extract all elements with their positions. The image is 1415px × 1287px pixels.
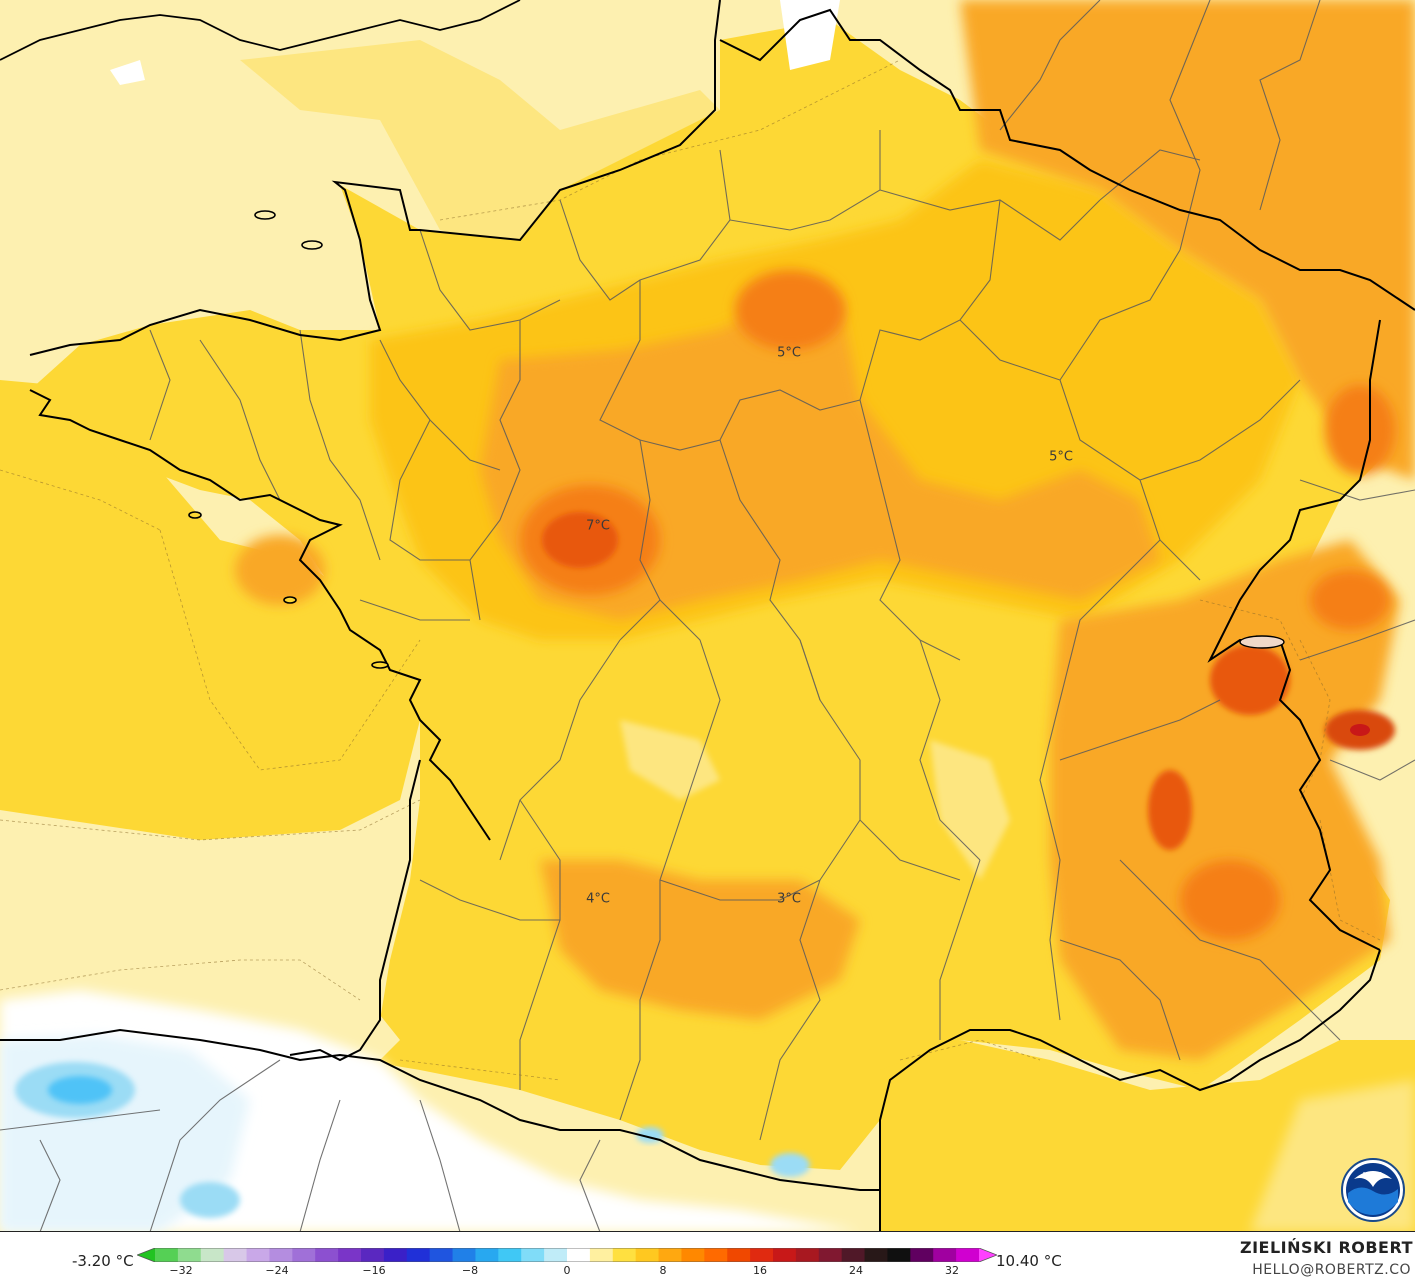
hotspot-paris xyxy=(735,270,845,350)
color-scale-swatch xyxy=(910,1248,934,1262)
islands xyxy=(188,210,389,669)
color-scale-ticks: −32 −24 −16 −8 0 8 16 24 32 xyxy=(0,1264,1415,1284)
color-scale-swatch xyxy=(818,1248,843,1262)
hotspot-jura xyxy=(1310,570,1390,630)
color-scale-swatch xyxy=(773,1248,797,1262)
tick-label: 24 xyxy=(849,1264,863,1277)
color-scale-swatch xyxy=(658,1248,682,1262)
color-scale-swatch xyxy=(246,1248,270,1262)
temp-label-east: 5°C xyxy=(1049,449,1073,465)
color-scale-swatch xyxy=(429,1248,454,1262)
hotspot-alps-core xyxy=(1350,724,1370,736)
color-scale-swatch xyxy=(589,1248,614,1262)
color-scale-swatch xyxy=(704,1248,728,1262)
color-scale-swatch xyxy=(887,1248,911,1262)
tick-label: 0 xyxy=(563,1264,571,1277)
temp-label-south: 3°C xyxy=(777,891,801,907)
color-scale-swatch xyxy=(544,1248,568,1262)
tick-label: −24 xyxy=(265,1264,289,1277)
hotspot-provence xyxy=(1180,860,1280,940)
color-scale-swatch xyxy=(452,1248,476,1262)
channel-white-patch xyxy=(110,60,145,85)
color-scale-swatch xyxy=(177,1248,202,1262)
coldspot-spain-west-core xyxy=(48,1076,112,1104)
hotspot-geneva xyxy=(1210,645,1290,715)
uk-coast xyxy=(0,0,521,61)
color-scale-min-arrow xyxy=(137,1248,155,1262)
switzerland-lake xyxy=(1239,635,1285,649)
atlantic-yellow-zone xyxy=(0,380,420,840)
north-pale-patch xyxy=(780,0,840,70)
color-scale-swatch xyxy=(612,1248,637,1262)
color-scale-swatch xyxy=(475,1248,499,1262)
color-scale-swatch xyxy=(338,1248,362,1262)
color-scale-swatch xyxy=(841,1248,866,1262)
color-scale-swatch xyxy=(315,1248,339,1262)
color-scale-swatch xyxy=(292,1248,316,1262)
temperature-map: 5°C 5°C 7°C 4°C 3°C NOAA xyxy=(0,0,1415,1232)
hotspot-center-west-core xyxy=(542,512,618,568)
color-scale-swatch xyxy=(567,1248,591,1262)
noaa-logo-icon: NOAA xyxy=(1341,1158,1405,1222)
temp-label-center: 7°C xyxy=(586,518,610,534)
legend-bar: -3.20 °C 10.40 °C −32 −24 −16 −8 0 8 16 … xyxy=(0,1232,1415,1287)
color-scale-swatch xyxy=(933,1248,957,1262)
author-email: HELLO@ROBERTZ.CO xyxy=(1252,1262,1411,1278)
tick-label: −32 xyxy=(169,1264,193,1277)
cool-zone-alps-west xyxy=(930,740,1010,880)
tick-label: −8 xyxy=(461,1264,479,1277)
map-canvas xyxy=(0,0,1415,1232)
department-borders xyxy=(0,0,1415,1232)
heat-zone-east xyxy=(1050,540,1400,1060)
coldspot-pyrenees xyxy=(770,1153,810,1177)
color-scale-swatch xyxy=(795,1248,820,1262)
contour-lines xyxy=(0,59,1381,1081)
map-bottom-border xyxy=(0,1231,1415,1232)
hotspot-east-border xyxy=(1325,385,1395,475)
coastlines xyxy=(0,0,1415,1232)
tick-label: 32 xyxy=(945,1264,959,1277)
color-scale-swatch xyxy=(498,1248,522,1262)
heat-zone-northeast xyxy=(960,0,1415,480)
color-scale-swatch xyxy=(383,1248,408,1262)
legend-min-value: -3.20 °C xyxy=(72,1252,134,1270)
tick-label: 16 xyxy=(753,1264,767,1277)
color-scale xyxy=(137,1248,997,1262)
tick-label: 8 xyxy=(659,1264,667,1277)
hotspot-west-coast xyxy=(235,535,325,605)
tick-label: −16 xyxy=(362,1264,386,1277)
color-scale-swatch xyxy=(223,1248,248,1262)
hotspot-rhone xyxy=(1148,770,1192,850)
temp-label-southwest: 4°C xyxy=(586,891,610,907)
color-scale-swatch xyxy=(406,1248,431,1262)
cool-zone-massif xyxy=(620,720,720,800)
color-scale-swatch xyxy=(521,1248,545,1262)
color-scale-swatch xyxy=(155,1248,179,1262)
color-scale-swatch xyxy=(956,1248,980,1262)
color-scale-max-arrow xyxy=(979,1248,997,1262)
color-scale-swatch xyxy=(361,1248,385,1262)
color-scale-swatch xyxy=(864,1248,888,1262)
color-scale-swatch xyxy=(681,1248,705,1262)
color-scale-swatch xyxy=(269,1248,293,1262)
noaa-logo-text: NOAA xyxy=(1363,1171,1384,1179)
temp-label-paris: 5°C xyxy=(777,345,801,361)
author-name: ZIELIŃSKI ROBERT xyxy=(1239,1238,1413,1257)
color-scale-swatch xyxy=(200,1248,225,1262)
color-scale-swatch xyxy=(635,1248,660,1262)
color-scale-swatch xyxy=(750,1248,774,1262)
color-scale-swatch xyxy=(727,1248,751,1262)
coldspot-spain-south xyxy=(180,1182,240,1218)
legend-max-value: 10.40 °C xyxy=(996,1252,1062,1270)
